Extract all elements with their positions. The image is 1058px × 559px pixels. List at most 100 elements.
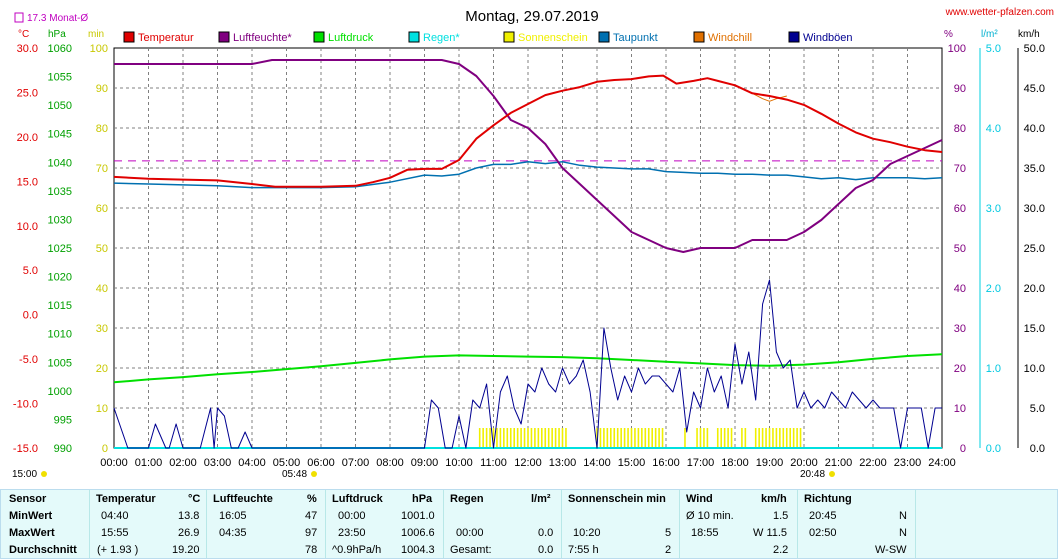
sunshine-bar <box>537 428 540 448</box>
sunshine-bar <box>696 428 698 448</box>
stats-row-avg: Durchschnitt (+ 1.93 ) 19.20 78 ^0.9hPa/… <box>1 542 1057 559</box>
pressure-tick-label: 995 <box>54 414 72 426</box>
row-label: MinWert <box>9 510 53 522</box>
wind-tick-label: 40.0 <box>1024 123 1045 135</box>
cell-press-val: 1004.3 <box>401 544 435 556</box>
cell-dir-val: N <box>899 510 907 522</box>
sunshine-bar <box>506 428 509 448</box>
sunshine-bar <box>684 428 686 448</box>
legend-swatch <box>218 31 230 43</box>
minutes-tick-label: 100 <box>90 43 108 55</box>
percent-tick-label: 30 <box>954 323 966 335</box>
pressure-tick-label: 1035 <box>48 186 72 198</box>
sunshine-bar <box>534 428 536 448</box>
source-link[interactable]: www.wetter-pfalzen.com <box>945 7 1054 18</box>
sunshine-bar <box>723 428 726 448</box>
temp-tick-label: 0.0 <box>23 310 38 322</box>
sunshine-bar <box>499 428 502 448</box>
unit-pressure: hPa <box>48 29 66 40</box>
x-tick-label: 20:00 <box>790 457 818 469</box>
percent-tick-label: 0 <box>960 443 966 455</box>
hdr-dir: Richtung <box>804 493 852 505</box>
temp-tick-label: 30.0 <box>17 43 38 55</box>
x-tick-label: 09:00 <box>411 457 439 469</box>
minutes-tick-label: 40 <box>96 283 108 295</box>
col-divider <box>561 490 562 558</box>
cell-press-val: 1001.0 <box>401 510 435 522</box>
rain-tick-label: 0.0 <box>986 443 1001 455</box>
pressure-tick-label: 1055 <box>48 72 72 84</box>
x-tick-label: 11:00 <box>480 457 507 469</box>
x-tick-label: 10:00 <box>445 457 473 469</box>
sunshine-bar <box>565 428 567 448</box>
col-divider <box>915 490 916 558</box>
x-tick-label: 07:00 <box>342 457 370 469</box>
series-line-luftfeuchte <box>114 59 943 253</box>
stats-row-max: MaxWert 15:55 26.9 04:35 97 23:50 1006.6… <box>1 525 1057 542</box>
minutes-tick-label: 60 <box>96 203 108 215</box>
hdr-press: Luftdruck <box>332 493 383 505</box>
x-tick-label: 13:00 <box>549 457 577 469</box>
x-tick-label: 02:00 <box>169 457 197 469</box>
x-tick-label: 24:00 <box>928 457 956 469</box>
pressure-tick-label: 1020 <box>48 272 72 284</box>
stats-header-row: Sensor Temperatur °C Luftfeuchte % Luftd… <box>1 491 1057 508</box>
legend-label: Sonnenschein <box>518 32 588 44</box>
cell-hum-time: 04:35 <box>219 527 247 539</box>
sunshine-bar <box>647 428 650 448</box>
sunshine-bar <box>772 428 774 448</box>
col-divider <box>797 490 798 558</box>
sunshine-bar <box>527 428 529 448</box>
sunshine-bar <box>547 428 550 448</box>
sunshine-bar <box>706 428 709 448</box>
sunshine-bar <box>496 428 498 448</box>
cell-wind-val: W 11.5 <box>753 527 788 539</box>
legend-swatch <box>598 31 610 43</box>
pressure-tick-label: 1040 <box>48 157 72 169</box>
sunshine-bar <box>634 428 636 448</box>
sunshine-bar <box>727 428 729 448</box>
x-tick-label: 18:00 <box>721 457 749 469</box>
cell-sun-time: 10:20 <box>573 527 601 539</box>
rain-tick-label: 4.0 <box>986 123 1001 135</box>
unit-minutes: min <box>88 29 104 40</box>
unit-percent: % <box>944 29 953 40</box>
minutes-tick-label: 10 <box>96 403 108 415</box>
sunshine-bar <box>644 428 647 448</box>
minutes-tick-label: 0 <box>102 443 108 455</box>
x-tick-label: 19:00 <box>756 457 784 469</box>
cell-sun-val: 5 <box>665 527 672 539</box>
pressure-tick-label: 990 <box>54 443 72 455</box>
sunshine-bar <box>561 428 564 448</box>
cell-dir-time: 20:45 <box>809 510 837 522</box>
pressure-tick-label: 1050 <box>48 100 72 112</box>
hdr-hum: Luftfeuchte <box>213 493 273 505</box>
sunshine-bar <box>485 428 488 448</box>
sunshine-bar <box>489 428 491 448</box>
sunshine-bar <box>782 428 785 448</box>
legend-swatch <box>408 31 420 43</box>
wind-tick-label: 20.0 <box>1024 283 1045 295</box>
temp-tick-label: -10.0 <box>13 399 38 411</box>
x-tick-label: 21:00 <box>825 457 853 469</box>
cell-dir-time: 02:50 <box>809 527 837 539</box>
rain-tick-label: 5.0 <box>986 43 1001 55</box>
sunshine-bar <box>651 428 653 448</box>
cell-rain-val: 0.0 <box>538 544 554 556</box>
sunshine-bar <box>478 428 481 448</box>
hdr-wind-unit: km/h <box>761 493 787 505</box>
legend-label: Regen* <box>423 32 460 44</box>
sunshine-bar <box>768 428 771 448</box>
row-label: MaxWert <box>9 527 55 539</box>
cell-temp-time: (+ 1.93 ) <box>97 544 139 556</box>
sunshine-bar <box>620 428 622 448</box>
monthly-avg-label: 17.3 Monat-Ø <box>27 13 88 24</box>
wind-tick-label: 30.0 <box>1024 203 1045 215</box>
cell-press-time: ^0.9hPa/h <box>332 544 382 556</box>
legend-label: Taupunkt <box>613 32 658 44</box>
series-line-temperatur <box>113 74 943 188</box>
sunshine-bar <box>699 428 702 448</box>
sunshine-bar <box>799 428 802 448</box>
sunshine-bar <box>775 428 778 448</box>
legend-label: Temperatur <box>138 32 194 44</box>
